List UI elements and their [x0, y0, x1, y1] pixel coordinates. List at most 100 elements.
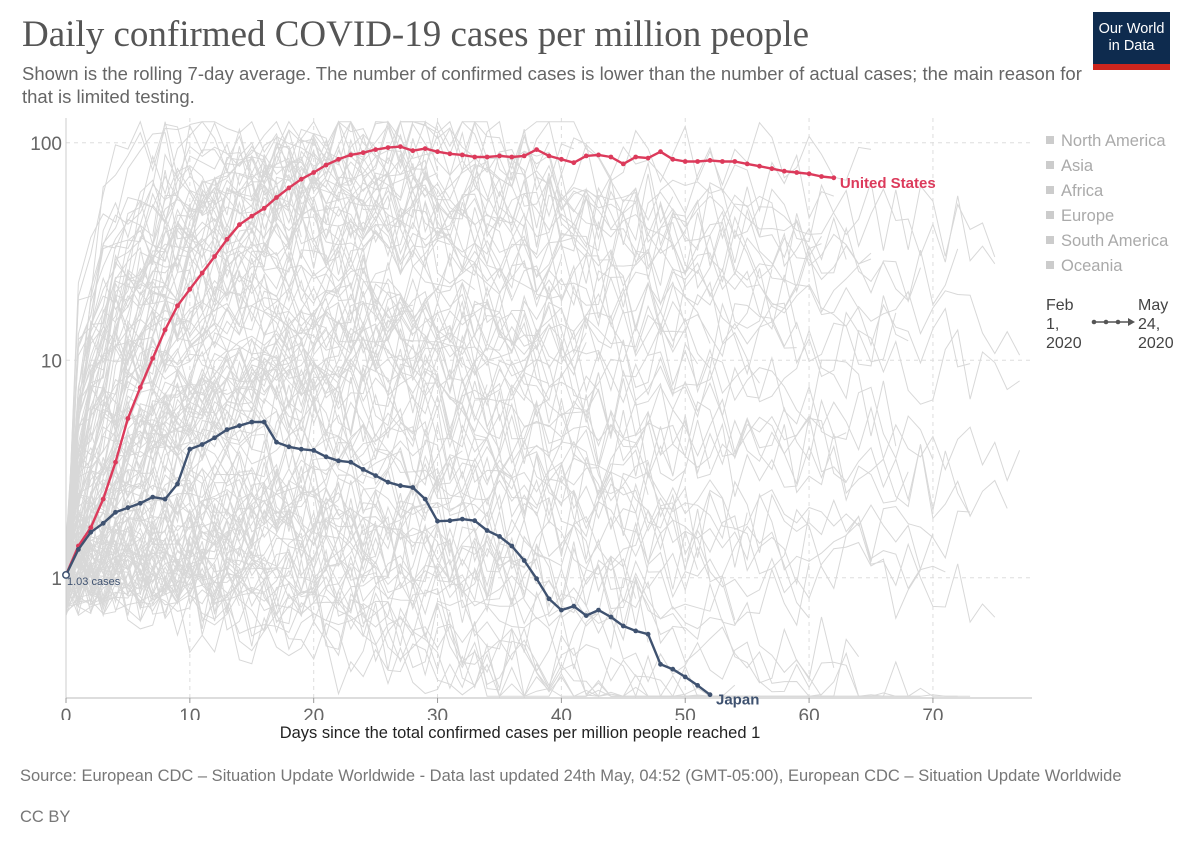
background-country-line — [65, 543, 562, 673]
data-point — [286, 185, 292, 191]
data-point — [682, 674, 688, 680]
x-tick-label: 50 — [675, 706, 696, 720]
data-point — [781, 168, 787, 174]
data-point — [633, 154, 639, 160]
data-point — [125, 416, 131, 421]
y-tick-label: 10 — [41, 351, 62, 372]
highlighted-series: United States Japan 1.03 cases — [62, 144, 936, 709]
data-point — [348, 459, 354, 465]
legend-item-asia[interactable]: Asia — [1046, 155, 1196, 180]
timeline-range[interactable]: Feb 1, 2020 May 24, 2020 — [1046, 296, 1186, 356]
data-point — [682, 159, 688, 164]
background-country-line — [65, 264, 760, 547]
background-country-line — [65, 502, 525, 597]
background-country-line — [65, 180, 797, 570]
data-point — [323, 454, 329, 460]
background-country-line — [65, 135, 711, 545]
data-point — [620, 623, 626, 629]
data-point — [274, 195, 279, 200]
background-country-line — [65, 397, 946, 573]
y-tick-label: 1 — [51, 569, 62, 590]
background-country-line — [65, 481, 277, 584]
legend-item-oceania[interactable]: Oceania — [1046, 255, 1196, 280]
data-point — [707, 692, 713, 698]
legend-label: Africa — [1061, 182, 1104, 200]
background-country-line — [65, 280, 191, 605]
legend-label: Europe — [1061, 207, 1115, 225]
data-point — [175, 481, 180, 487]
timeline-arrow-icon — [1091, 318, 1135, 326]
background-country-line — [65, 153, 562, 569]
background-country-line — [65, 329, 364, 611]
legend-swatch — [1046, 161, 1054, 169]
data-point — [385, 145, 391, 150]
background-country-line — [65, 225, 315, 570]
background-country-line — [65, 133, 426, 554]
data-point — [113, 459, 118, 465]
background-country-line — [65, 131, 587, 590]
background-country-line — [65, 120, 438, 616]
legend-item-south-america[interactable]: South America — [1046, 230, 1196, 255]
background-country-line — [65, 120, 389, 582]
background-country-line — [65, 145, 971, 554]
data-point — [249, 213, 255, 219]
background-country-line — [65, 301, 414, 610]
background-country-line — [65, 515, 971, 698]
background-country-line — [65, 281, 897, 593]
data-point — [298, 446, 304, 452]
background-country-line — [65, 498, 364, 601]
background-country-line — [65, 207, 203, 604]
background-country-line — [65, 428, 463, 577]
data-point — [199, 442, 205, 447]
legend-item-europe[interactable]: Europe — [1046, 205, 1196, 230]
data-point — [435, 518, 440, 524]
start-annotation: 1.03 cases — [67, 576, 121, 588]
data-point — [323, 162, 329, 168]
x-tick-label: 40 — [551, 706, 572, 720]
x-tick-label: 30 — [427, 706, 448, 720]
data-point — [336, 156, 341, 162]
data-point — [596, 152, 601, 158]
timeline-end-date: May 24, 2020 — [1138, 297, 1174, 352]
data-point — [583, 613, 589, 618]
background-country-line — [65, 535, 686, 632]
start-marker — [62, 571, 70, 579]
data-point — [398, 483, 403, 489]
data-point — [422, 146, 428, 151]
data-point — [175, 303, 180, 309]
data-point — [695, 159, 700, 164]
data-point — [645, 631, 651, 637]
data-point — [819, 174, 824, 179]
data-point — [150, 356, 156, 361]
background-country-line — [65, 241, 203, 600]
data-point — [336, 458, 341, 464]
data-point — [608, 154, 614, 160]
chart-subtitle: Shown is the rolling 7-day average. The … — [22, 63, 1082, 108]
series-label: Japan — [716, 692, 759, 709]
data-point — [707, 158, 713, 163]
background-country-line — [65, 505, 500, 595]
data-point — [224, 236, 230, 242]
x-tick-label: 20 — [303, 706, 324, 720]
owid-logo[interactable]: Our World in Data — [1093, 12, 1170, 70]
data-point — [447, 151, 453, 157]
legend-item-africa[interactable]: Africa — [1046, 180, 1196, 205]
data-point — [559, 607, 564, 613]
background-country-line — [65, 546, 686, 697]
background-country-line — [65, 310, 550, 582]
data-point — [150, 494, 156, 500]
background-country-line — [65, 517, 538, 615]
data-point — [88, 525, 94, 530]
background-country-line — [65, 483, 921, 620]
background-country-line — [65, 286, 909, 565]
legend-item-north-america[interactable]: North America — [1046, 130, 1196, 155]
data-point — [484, 528, 490, 533]
chart-title: Daily confirmed COVID-19 cases per milli… — [22, 14, 810, 55]
data-point — [199, 270, 205, 276]
legend-swatch — [1046, 236, 1054, 244]
background-country-line — [65, 228, 587, 548]
data-point — [521, 153, 527, 159]
data-point — [360, 150, 366, 156]
data-point — [831, 175, 837, 181]
data-point — [546, 596, 552, 602]
